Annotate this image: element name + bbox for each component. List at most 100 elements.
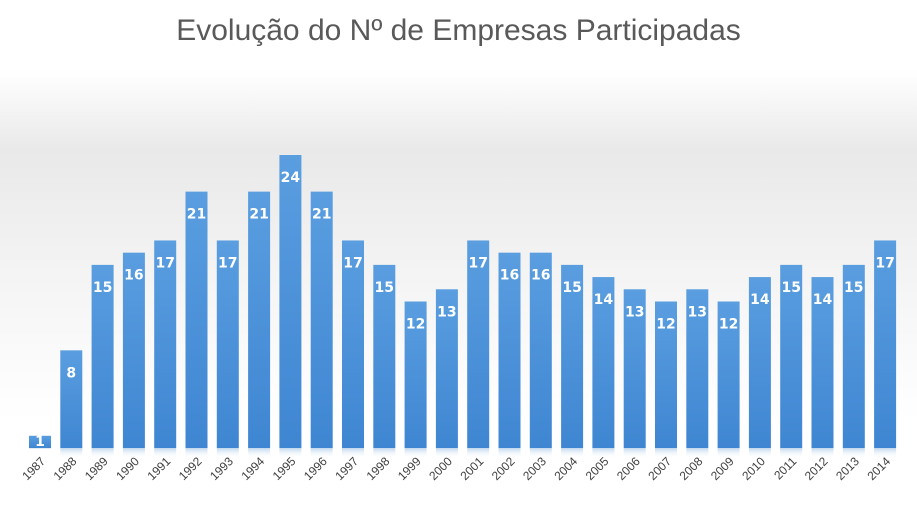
bar-reflection [874, 448, 897, 458]
bar-reflection [122, 448, 145, 458]
bar-reflection [717, 448, 740, 458]
x-tick-2002: 2002 [489, 454, 518, 483]
x-tick-2013: 2013 [833, 454, 862, 483]
bar-2009 [717, 301, 740, 448]
bar-1998 [373, 264, 396, 448]
bar-1989 [91, 264, 114, 448]
data-label-1989: 15 [93, 280, 112, 296]
bar-reflection [686, 448, 709, 458]
bar-reflection [185, 448, 208, 458]
bar-2005 [592, 277, 615, 448]
data-label-1991: 17 [155, 255, 174, 271]
bar-reflection [748, 448, 771, 458]
bar-reflection [248, 448, 271, 458]
data-label-2005: 14 [594, 292, 614, 308]
data-label-1992: 21 [187, 207, 206, 223]
data-label-2011: 15 [781, 280, 800, 296]
x-tick-1992: 1992 [176, 454, 205, 483]
data-label-1990: 16 [124, 268, 143, 284]
data-label-1997: 17 [343, 255, 362, 271]
x-tick-1997: 1997 [332, 454, 361, 483]
bars-layer [29, 155, 897, 458]
bar-2007 [655, 301, 677, 448]
bar-2004 [561, 264, 584, 448]
bar-2010 [748, 277, 771, 448]
bar-1995 [279, 155, 302, 448]
data-label-1994: 21 [249, 207, 268, 223]
x-tick-2006: 2006 [614, 454, 643, 483]
bar-1993 [216, 240, 239, 448]
bar-reflection [467, 448, 490, 458]
data-label-1998: 15 [375, 280, 394, 296]
data-label-2013: 15 [844, 280, 863, 296]
data-label-2014: 17 [875, 255, 894, 271]
data-label-2009: 12 [719, 317, 738, 333]
data-label-1996: 21 [312, 207, 331, 223]
x-tick-1999: 1999 [395, 454, 424, 483]
bar-reflection [561, 448, 584, 458]
bar-reflection [279, 448, 302, 458]
data-label-2012: 14 [813, 292, 833, 308]
bar-1990 [122, 252, 145, 448]
bar-reflection [310, 448, 333, 458]
x-tick-2009: 2009 [708, 454, 737, 483]
x-tick-2014: 2014 [864, 454, 893, 483]
bar-reflection [529, 448, 552, 458]
x-tick-1987: 1987 [19, 454, 48, 483]
x-tick-1996: 1996 [301, 454, 330, 483]
bar-1996 [310, 191, 333, 448]
bar-reflection [342, 448, 364, 458]
bar-1994 [248, 191, 271, 448]
bar-reflection [811, 448, 834, 458]
data-labels-layer: 1 8 15 16 17 21 17 21 24 21 17 15 12 13 17 16 16 15 14 13 12… [35, 170, 895, 450]
x-tick-2008: 2008 [677, 454, 706, 483]
data-label-1988: 8 [66, 365, 76, 381]
x-tick-1994: 1994 [238, 454, 267, 483]
bar-reflection [91, 448, 114, 458]
data-label-1995: 24 [281, 170, 301, 186]
x-tick-1995: 1995 [270, 454, 299, 483]
bar-reflection [592, 448, 615, 458]
x-tick-2007: 2007 [645, 454, 674, 483]
bar-2012 [811, 277, 834, 448]
bar-reflection [404, 448, 427, 458]
bar-reflection [655, 448, 677, 458]
x-tick-2012: 2012 [802, 454, 831, 483]
bar-1991 [154, 240, 177, 448]
x-tick-2001: 2001 [458, 454, 487, 483]
bar-1999 [404, 301, 427, 448]
data-label-1987: 1 [35, 434, 45, 450]
x-tick-2003: 2003 [520, 454, 549, 483]
bar-2000 [435, 289, 458, 448]
bar-reflection [29, 448, 51, 450]
bar-1987 [29, 435, 51, 448]
x-tick-2004: 2004 [551, 454, 580, 483]
data-label-2006: 13 [625, 304, 644, 320]
data-label-2007: 12 [656, 317, 675, 333]
x-tick-1990: 1990 [113, 454, 142, 483]
x-tick-2005: 2005 [583, 454, 612, 483]
bar-1988 [60, 350, 83, 448]
data-label-2001: 17 [468, 255, 487, 271]
bar-reflection [780, 448, 803, 458]
bar-2011 [780, 264, 803, 448]
bar-reflection [373, 448, 396, 458]
data-label-2002: 16 [500, 268, 519, 284]
x-tick-2000: 2000 [426, 454, 455, 483]
x-tick-1998: 1998 [364, 454, 393, 483]
x-tick-2010: 2010 [739, 454, 768, 483]
bar-reflection [623, 448, 646, 458]
data-label-1999: 12 [406, 317, 425, 333]
data-label-2000: 13 [437, 304, 456, 320]
x-tick-1989: 1989 [82, 454, 111, 483]
bar-reflection [154, 448, 177, 458]
bar-2001 [467, 240, 490, 448]
x-tick-1988: 1988 [51, 454, 80, 483]
chart-title: Evolução do Nº de Empresas Participadas [176, 14, 741, 47]
bar-reflection [842, 448, 865, 458]
x-tick-1993: 1993 [207, 454, 236, 483]
bar-1992 [185, 191, 208, 448]
bar-reflection [216, 448, 239, 458]
